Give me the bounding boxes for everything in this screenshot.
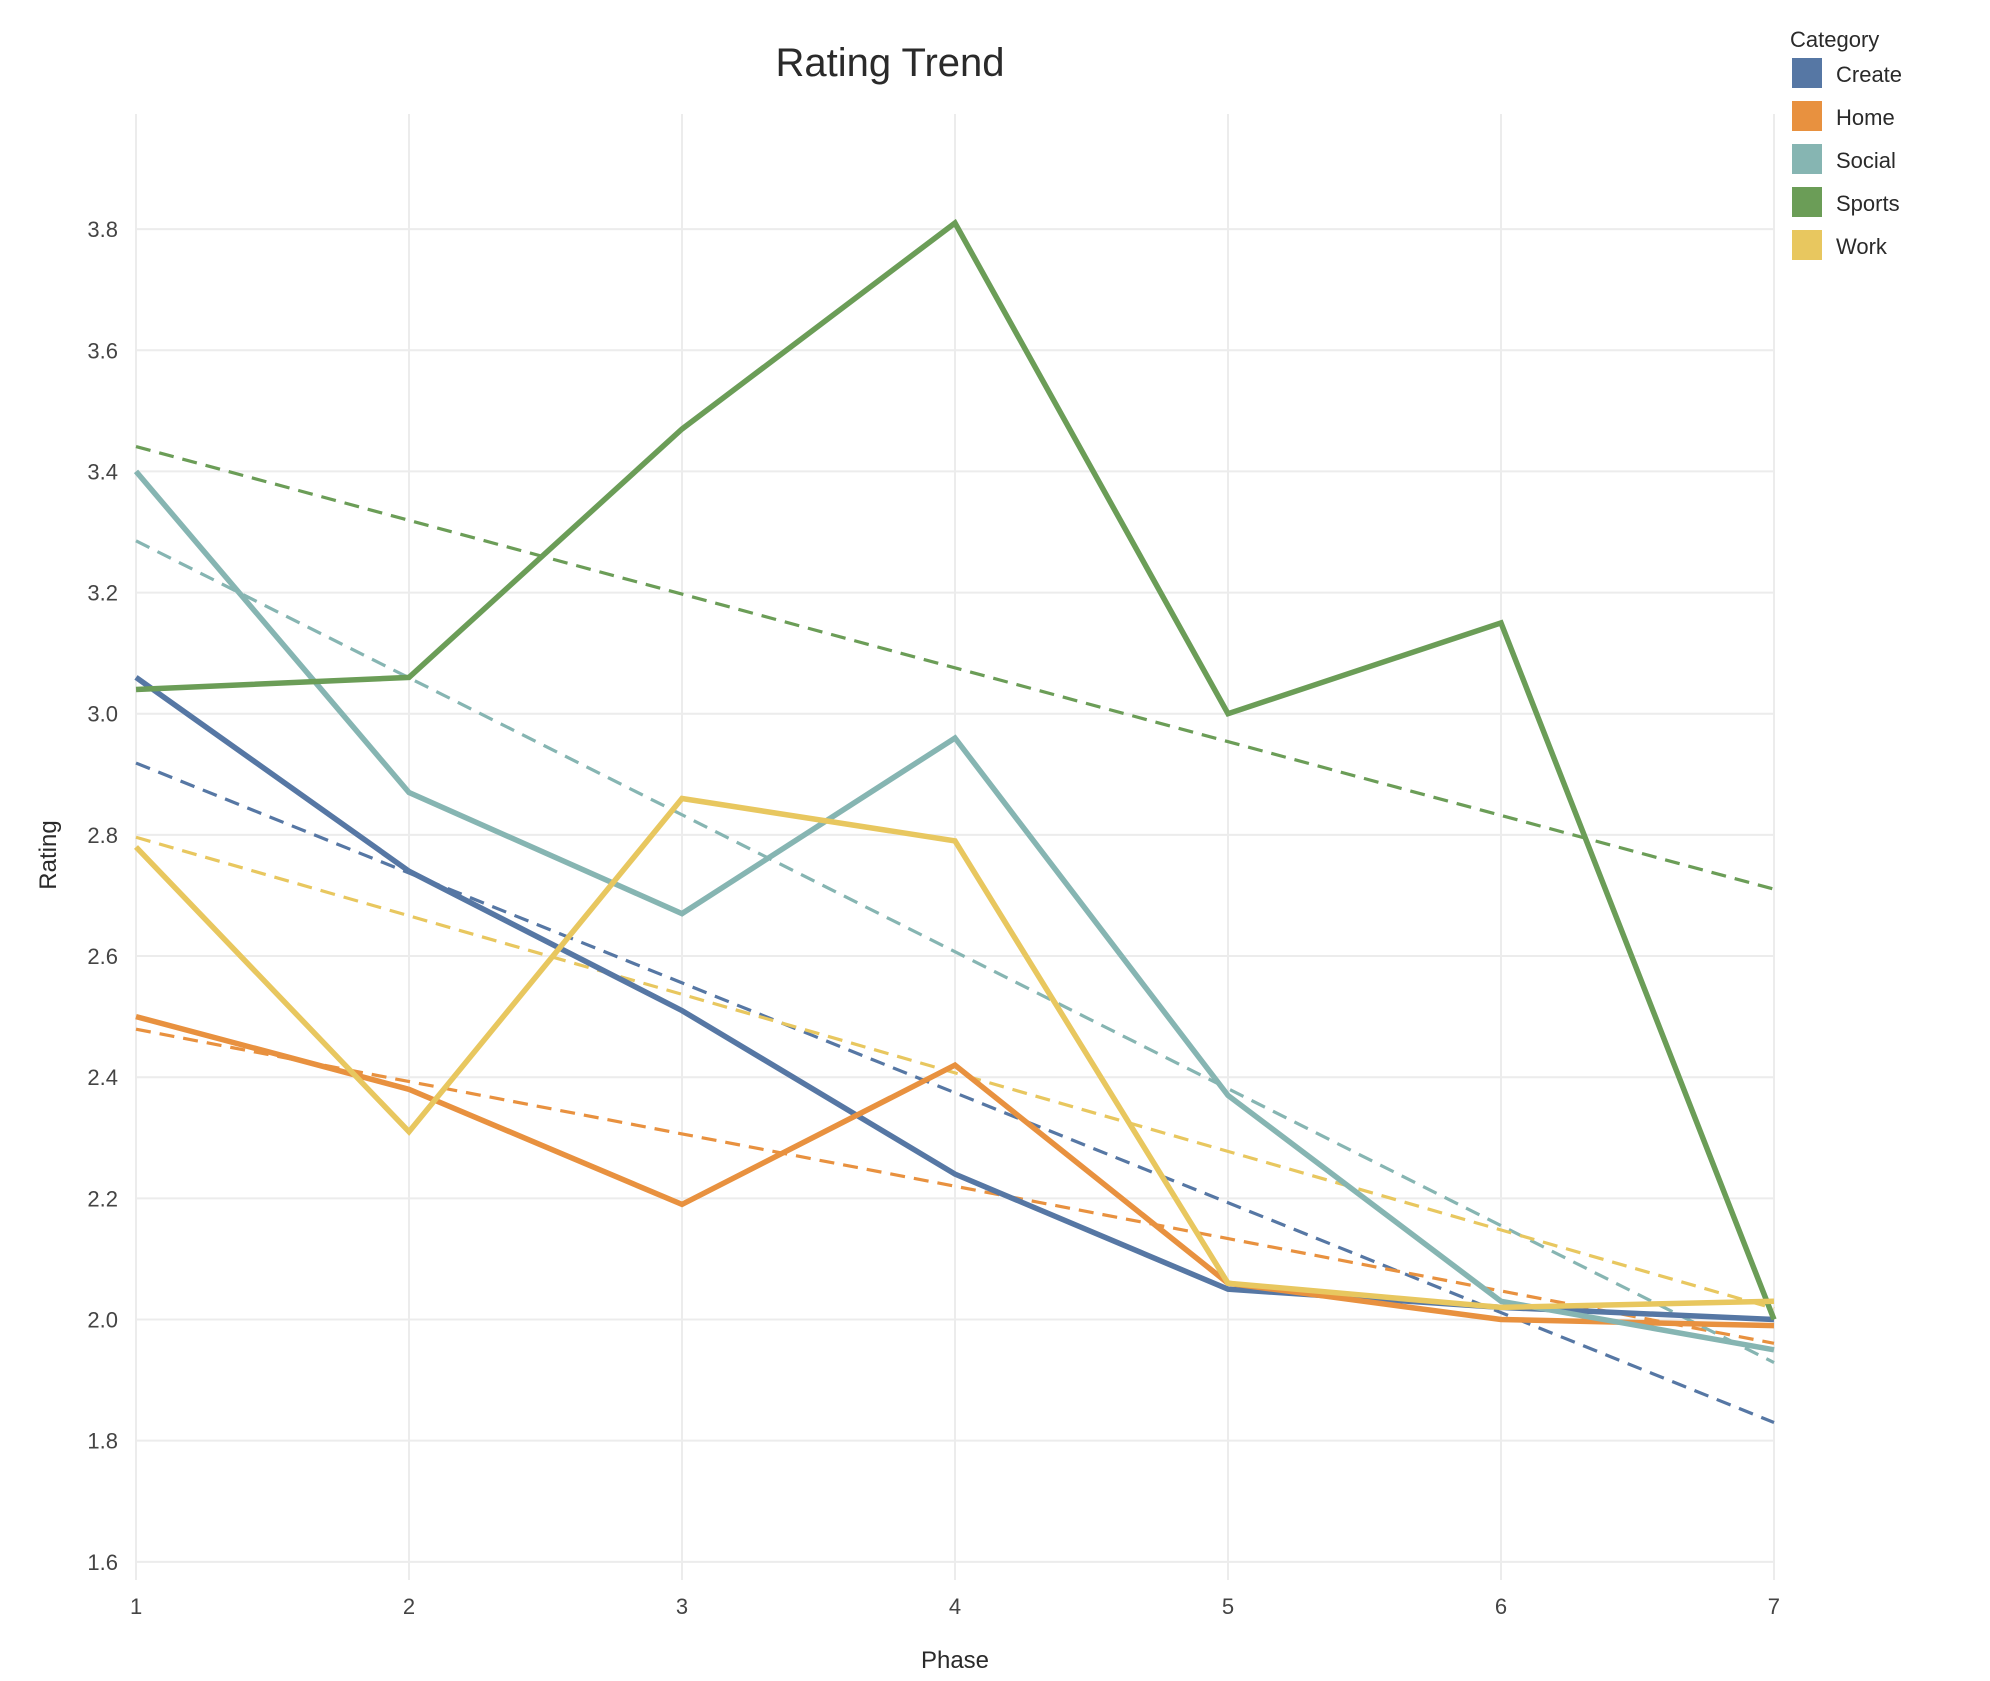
social-series-line (133, 469, 1775, 1353)
y-tick-label: 2.2 (87, 1186, 118, 1211)
social-legend-label: Social (1836, 148, 1896, 173)
y-tick-label: 1.8 (87, 1429, 118, 1454)
home-legend-swatch (1792, 101, 1822, 131)
y-tick-label: 3.6 (87, 338, 118, 363)
social-trendline (135, 539, 1775, 1364)
y-tick-label: 3.0 (87, 702, 118, 727)
x-tick-label: 3 (676, 1594, 688, 1619)
legend: Category Create Home Social Sports Work (1790, 27, 1902, 260)
x-tick-label: 5 (1222, 1594, 1234, 1619)
y-tick-label: 2.0 (87, 1308, 118, 1333)
y-tick-label: 1.6 (87, 1550, 118, 1575)
create-legend-swatch (1792, 58, 1822, 88)
y-axis-ticks: 1.6 1.8 2.0 2.2 2.4 2.6 2.8 3.0 3.2 3.4 3.6 3.8 (87, 217, 118, 1575)
x-tick-label: 7 (1768, 1594, 1780, 1619)
x-tick-label: 4 (949, 1594, 961, 1619)
legend-items: Create Home Social Sports Work (1792, 58, 1902, 260)
x-axis-ticks: 1 2 3 4 5 6 7 (130, 1594, 1780, 1619)
chart-title: Rating Trend (775, 41, 1004, 85)
sports-series-line (135, 218, 1777, 1321)
home-trendline (135, 1027, 1775, 1345)
x-tick-label: 1 (130, 1594, 142, 1619)
x-tick-label: 6 (1495, 1594, 1507, 1619)
y-tick-label: 2.8 (87, 823, 118, 848)
sports-legend-swatch (1792, 187, 1822, 217)
y-tick-label: 3.4 (87, 459, 118, 484)
y-tick-label: 2.6 (87, 944, 118, 969)
y-axis-title: Rating (35, 820, 62, 889)
y-tick-label: 2.4 (87, 1065, 118, 1090)
create-legend-label: Create (1836, 62, 1902, 87)
y-tick-label: 3.2 (87, 581, 118, 606)
work-trendline (135, 835, 1775, 1311)
sports-legend-label: Sports (1836, 191, 1900, 216)
y-tick-label: 3.8 (87, 217, 118, 242)
sports-trendline (135, 444, 1775, 891)
work-legend-label: Work (1836, 234, 1888, 259)
series-lines (133, 218, 1777, 1353)
grid (135, 114, 1775, 1580)
legend-title: Category (1790, 27, 1879, 52)
social-legend-swatch (1792, 144, 1822, 174)
work-legend-swatch (1792, 230, 1822, 260)
x-tick-label: 2 (403, 1594, 415, 1619)
x-axis-title: Phase (921, 1647, 989, 1674)
home-legend-label: Home (1836, 105, 1895, 130)
home-series-line (135, 1013, 1775, 1329)
work-series-line (134, 795, 1775, 1311)
